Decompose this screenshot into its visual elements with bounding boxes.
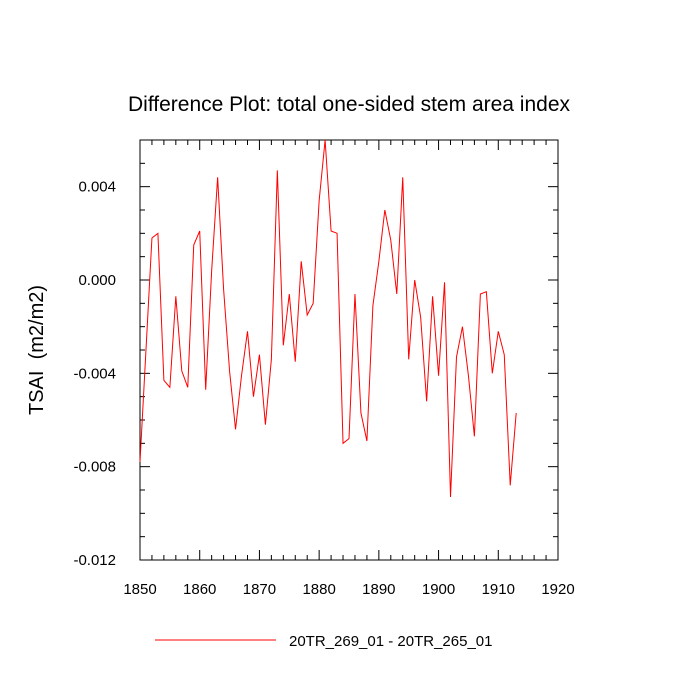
data-point (426, 401, 427, 402)
data-point (307, 314, 308, 315)
y-axis-label: TSAI (m2/m2) (26, 285, 48, 415)
data-point (384, 209, 385, 210)
data-point (211, 270, 212, 271)
x-tick-label: 1890 (362, 581, 395, 598)
data-point (313, 303, 314, 304)
data-point (348, 438, 349, 439)
data-point (432, 296, 433, 297)
data-point (510, 485, 511, 486)
data-point (145, 349, 146, 350)
data-point (163, 380, 164, 381)
legend: 20TR_269_01 - 20TR_265_01 (155, 633, 492, 650)
data-point (169, 387, 170, 388)
data-point (223, 289, 224, 290)
data-point (372, 305, 373, 306)
data-point (396, 293, 397, 294)
series-line (139, 139, 517, 498)
data-point (486, 291, 487, 292)
legend-label: 20TR_269_01 - 20TR_265_01 (289, 633, 492, 650)
data-point (217, 177, 218, 178)
data-point (271, 359, 272, 360)
data-point (468, 375, 469, 376)
data-point (193, 244, 194, 245)
data-point (175, 296, 176, 297)
data-point (342, 443, 343, 444)
data-point (444, 282, 445, 283)
data-point (438, 375, 439, 376)
series-group (139, 139, 517, 498)
y-tick-label: -0.012 (73, 552, 116, 569)
data-point (319, 200, 320, 201)
data-point (378, 261, 379, 262)
y-tick-label: -0.004 (73, 365, 116, 382)
data-point (516, 412, 517, 413)
x-tick-label: 1870 (243, 581, 276, 598)
x-tick-label: 1880 (302, 581, 335, 598)
data-point (414, 279, 415, 280)
data-point (247, 331, 248, 332)
data-point (151, 237, 152, 238)
data-point (450, 496, 451, 497)
data-point (253, 396, 254, 397)
data-point (474, 436, 475, 437)
x-tick-label: 1910 (482, 581, 515, 598)
data-point (330, 230, 331, 231)
data-point (199, 230, 200, 231)
data-point (259, 354, 260, 355)
data-point (205, 389, 206, 390)
data-point (283, 345, 284, 346)
data-point (498, 331, 499, 332)
data-point (462, 326, 463, 327)
x-tick-label: 1920 (541, 581, 574, 598)
data-point (157, 233, 158, 234)
x-tick-label: 1900 (422, 581, 455, 598)
y-tick-label: 0.004 (78, 179, 116, 196)
data-point (139, 461, 140, 462)
data-point (265, 424, 266, 425)
data-point (390, 240, 391, 241)
data-point (241, 375, 242, 376)
chart-title: Difference Plot: total one-sided stem ar… (128, 93, 571, 116)
y-tick-label: -0.008 (73, 459, 116, 476)
tick-labels-group: 1850 1860 1870 1880 1890 1900 1910 1920 0.004 0.0… (73, 179, 574, 598)
data-point (420, 317, 421, 318)
data-point (456, 356, 457, 357)
x-tick-label: 1860 (183, 581, 216, 598)
data-point (289, 293, 290, 294)
data-point (295, 361, 296, 362)
data-point (187, 387, 188, 388)
data-point (480, 293, 481, 294)
data-point (325, 139, 326, 140)
data-point (181, 370, 182, 371)
data-point (360, 412, 361, 413)
data-point (301, 261, 302, 262)
y-tick-label: 0.000 (78, 272, 116, 289)
data-point (235, 429, 236, 430)
data-point (366, 440, 367, 441)
x-tick-label: 1850 (123, 581, 156, 598)
data-point (336, 233, 337, 234)
data-point (229, 370, 230, 371)
data-point (354, 293, 355, 294)
data-point (402, 177, 403, 178)
data-point (492, 373, 493, 374)
data-point (277, 170, 278, 171)
data-point (408, 359, 409, 360)
data-point (504, 354, 505, 355)
